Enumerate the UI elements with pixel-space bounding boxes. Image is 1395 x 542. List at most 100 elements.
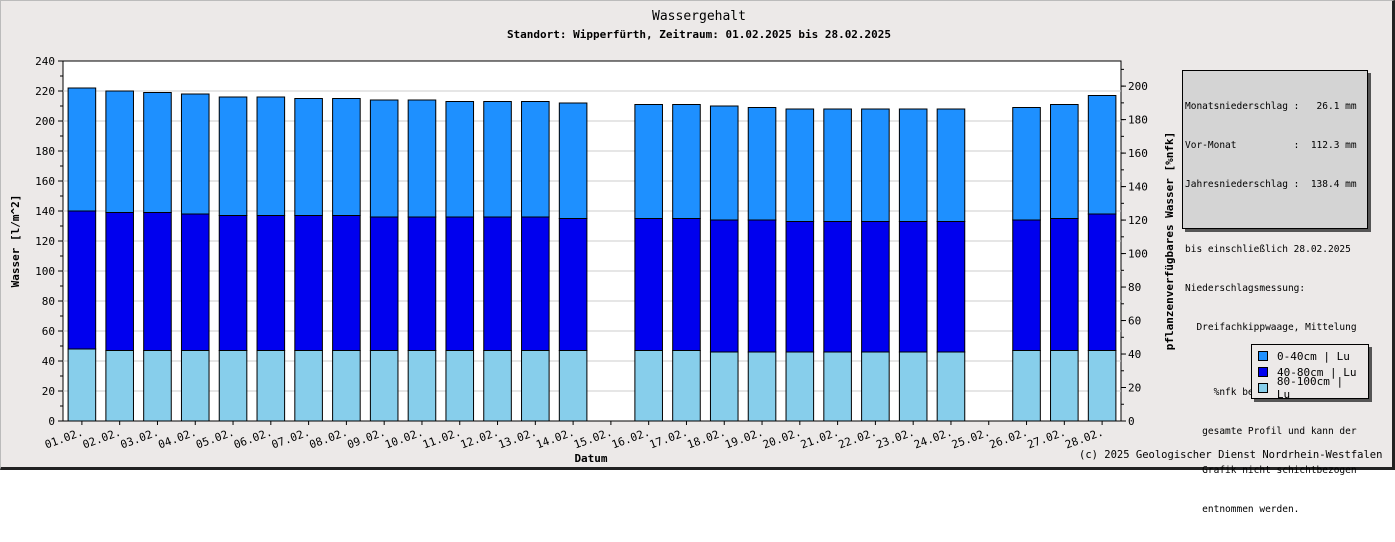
x-tick-label: 21.02. [799, 426, 841, 452]
bar-segment [105, 350, 134, 422]
bar-segment [369, 216, 399, 351]
bar-segment [332, 350, 361, 422]
copyright-text: (c) 2025 Geologischer Dienst Nordrhein-W… [1079, 449, 1383, 461]
x-tick-label: 05.02. [194, 426, 236, 452]
bar-segment [256, 215, 286, 351]
legend: 0-40cm | Lu 40-80cm | Lu 80-100cm | Lu [1251, 344, 1369, 401]
chart-title: Wassergehalt [652, 9, 746, 24]
y2-tick-label: 40 [1128, 348, 1141, 361]
bar-segment [105, 212, 134, 351]
info-line: entnommen werden. [1185, 504, 1300, 515]
y2-tick-label: 180 [1128, 114, 1148, 127]
bar-segment [1087, 350, 1117, 422]
bar-segment [709, 351, 739, 422]
bar-segment [861, 108, 890, 222]
legend-label: 0-40cm | Lu [1277, 349, 1350, 363]
x-tick-label: 19.02. [723, 426, 765, 452]
x-tick-label: 25.02. [950, 426, 992, 452]
bar-segment [898, 108, 928, 222]
x-tick-label: 08.02. [308, 426, 350, 452]
bar-segment [521, 216, 550, 351]
x-tick-label: 23.02. [874, 426, 916, 452]
bar-segment [218, 350, 248, 422]
x-tick-label: 04.02. [156, 426, 198, 452]
bar-segment [143, 350, 172, 422]
bar-segment [218, 215, 248, 351]
bar-segment [445, 216, 475, 351]
y-axis-label: Wasser [l/m^2] [9, 195, 22, 288]
bar-segment [407, 99, 437, 218]
bar-segment [861, 221, 890, 353]
legend-item: 40-80cm | Lu [1258, 364, 1362, 380]
info-line: Jahresniederschlag : 138.4 mm [1185, 179, 1357, 190]
y2-tick-label: 0 [1128, 415, 1135, 428]
legend-label: 40-80cm | Lu [1277, 365, 1357, 379]
bar-segment [67, 87, 97, 212]
bar-segment [180, 93, 210, 215]
y-tick-label: 160 [35, 175, 55, 188]
y-tick-label: 200 [35, 115, 55, 128]
bar-segment [256, 350, 286, 422]
chart-subtitle: Standort: Wipperfürth, Zeitraum: 01.02.2… [507, 28, 891, 41]
bar-segment [180, 213, 210, 351]
bar-segment [294, 98, 323, 216]
bar-segment [898, 221, 928, 353]
bar-segment [898, 351, 928, 422]
x-tick-label: 07.02. [270, 426, 312, 452]
y-tick-label: 240 [35, 55, 55, 68]
y-tick-label: 60 [42, 325, 55, 338]
bar-segment [1050, 350, 1079, 422]
bar-segment [483, 350, 512, 422]
y-tick-label: 120 [35, 235, 55, 248]
x-tick-label: 12.02. [459, 426, 501, 452]
bar-segment [143, 212, 172, 351]
y2-tick-label: 120 [1128, 214, 1148, 227]
bar-segment [483, 216, 512, 351]
bar-segment [634, 104, 663, 219]
info-line: Vor-Monat : 112.3 mm [1185, 140, 1357, 151]
bar-segment [294, 215, 323, 351]
bar-segment [709, 105, 739, 221]
bar-segment [483, 101, 512, 218]
y-tick-label: 40 [42, 355, 55, 368]
y2-axis-label: pflanzenverfügbares Wasser [%nfk] [1163, 132, 1176, 351]
y2-tick-label: 100 [1128, 248, 1148, 261]
legend-item: 0-40cm | Lu [1258, 348, 1362, 364]
bar-segment [1012, 350, 1041, 422]
bar-segment [936, 221, 966, 353]
x-tick-label: 14.02. [534, 426, 576, 452]
bar-segment [709, 219, 739, 353]
bar-segment [861, 351, 890, 422]
bar-segment [332, 98, 361, 216]
bar-segment [823, 221, 852, 353]
x-tick-label: 11.02. [421, 426, 463, 452]
y2-tick-label: 60 [1128, 315, 1141, 328]
bar-segment [747, 219, 777, 353]
bar-segment [634, 218, 663, 351]
precipitation-info-box: Monatsniederschlag : 26.1 mm Vor-Monat :… [1182, 70, 1368, 515]
bar-segment [672, 104, 701, 219]
bar-segment [521, 350, 550, 422]
bar-segment [67, 348, 97, 422]
bar-segment [445, 350, 475, 422]
bar-segment [256, 96, 286, 216]
info-line: Dreifachkippwaage, Mittelung [1185, 322, 1357, 333]
y-tick-label: 220 [35, 85, 55, 98]
bar-segment [747, 107, 777, 221]
bar-segment [785, 108, 815, 222]
y-tick-label: 80 [42, 295, 55, 308]
bar-segment [67, 210, 97, 350]
bar-segment [521, 101, 550, 218]
y2-tick-label: 20 [1128, 382, 1141, 395]
x-tick-label: 18.02. [685, 426, 727, 452]
info-line: Grafik nicht schichtbezogen [1185, 465, 1357, 476]
y-tick-label: 180 [35, 145, 55, 158]
legend-swatch [1258, 383, 1268, 393]
x-tick-label: 16.02. [610, 426, 652, 452]
bar-segment [105, 90, 134, 213]
x-axis-label: Datum [574, 452, 607, 465]
bar-segment [445, 101, 475, 218]
x-tick-label: 22.02. [837, 426, 879, 452]
bar-segment [294, 350, 323, 422]
bar-segment [369, 350, 399, 422]
